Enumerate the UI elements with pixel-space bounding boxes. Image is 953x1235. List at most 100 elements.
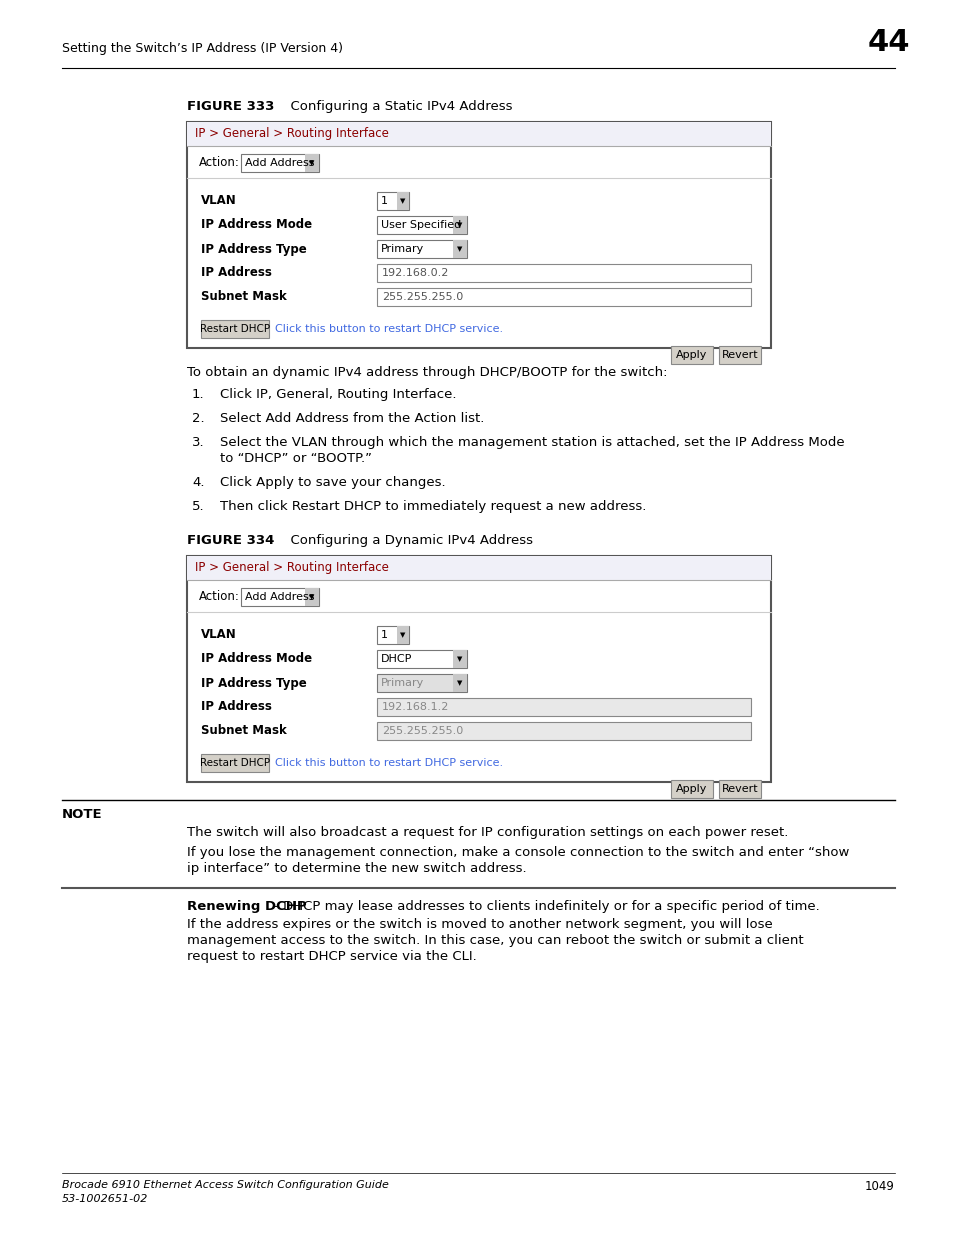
Text: request to restart DHCP service via the CLI.: request to restart DHCP service via the … [187,950,476,963]
Bar [453,650,467,668]
Text: IP Address: IP Address [201,700,272,714]
Bar [201,755,269,772]
Text: If you lose the management connection, make a console connection to the switch a: If you lose the management connection, m… [187,846,848,860]
Text: IP > General > Routing Interface: IP > General > Routing Interface [194,127,389,141]
Text: The switch will also broadcast a request for IP configuration settings on each p: The switch will also broadcast a request… [187,826,787,839]
Text: ▼: ▼ [456,222,462,228]
Text: Restart DHCP: Restart DHCP [200,758,270,768]
Text: 1.: 1. [192,388,204,401]
Text: IP Address Mode: IP Address Mode [201,219,312,231]
Bar [376,191,409,210]
Text: Subnet Mask: Subnet Mask [201,725,287,737]
Bar [187,556,770,580]
Bar [376,698,750,716]
Bar [187,122,770,146]
Text: To obtain an dynamic IPv4 address through DHCP/BOOTP for the switch:: To obtain an dynamic IPv4 address throug… [187,366,667,379]
Text: Select the VLAN through which the management station is attached, set the IP Add: Select the VLAN through which the manage… [220,436,843,450]
Text: Click IP, General, Routing Interface.: Click IP, General, Routing Interface. [220,388,456,401]
Text: 192.168.0.2: 192.168.0.2 [381,268,449,278]
Bar [719,346,760,364]
Bar [241,154,318,172]
Bar [376,240,467,258]
Text: VLAN: VLAN [201,194,236,207]
Text: Select Add Address from the Action list.: Select Add Address from the Action list. [220,412,484,425]
Text: Revert: Revert [720,350,758,359]
Bar [187,556,770,782]
Text: IP Address: IP Address [201,267,272,279]
Bar [396,191,409,210]
Bar [719,781,760,798]
Text: FIGURE 334: FIGURE 334 [187,534,274,547]
Text: If the address expires or the switch is moved to another network segment, you wi: If the address expires or the switch is … [187,918,772,931]
Bar [305,154,318,172]
Text: 3.: 3. [192,436,204,450]
Text: Add Address: Add Address [245,158,314,168]
Text: NOTE: NOTE [62,808,103,821]
Bar [376,722,750,740]
Text: Renewing DCHP: Renewing DCHP [187,900,306,913]
Bar [376,674,467,692]
Text: 44: 44 [866,28,909,57]
Text: Click this button to restart DHCP service.: Click this button to restart DHCP servic… [274,324,502,333]
Text: Click this button to restart DHCP service.: Click this button to restart DHCP servic… [274,758,502,768]
Text: Restart DHCP: Restart DHCP [200,324,270,333]
Bar [453,216,467,233]
Bar [305,588,318,606]
Text: IP Address Type: IP Address Type [201,242,307,256]
Text: – DHCP may lease addresses to clients indefinitely or for a specific period of t: – DHCP may lease addresses to clients in… [268,900,819,913]
Text: 255.255.255.0: 255.255.255.0 [381,726,463,736]
Text: Action:: Action: [199,589,239,603]
Bar [187,122,770,348]
Text: 1049: 1049 [864,1179,894,1193]
Text: Subnet Mask: Subnet Mask [201,290,287,304]
Text: DHCP: DHCP [380,655,412,664]
Text: ▼: ▼ [309,161,314,165]
Text: 255.255.255.0: 255.255.255.0 [381,291,463,303]
Text: Then click Restart DHCP to immediately request a new address.: Then click Restart DHCP to immediately r… [220,500,646,513]
Text: Add Address: Add Address [245,592,314,601]
Bar [670,346,712,364]
Text: 2.: 2. [192,412,204,425]
Text: User Specified: User Specified [380,220,460,230]
Bar [376,626,409,643]
Text: Revert: Revert [720,784,758,794]
Text: 4.: 4. [192,475,204,489]
Bar [670,781,712,798]
Text: IP Address Mode: IP Address Mode [201,652,312,666]
Text: Configuring a Static IPv4 Address: Configuring a Static IPv4 Address [282,100,512,112]
Text: ip interface” to determine the new switch address.: ip interface” to determine the new switc… [187,862,526,876]
Bar [376,288,750,306]
Text: VLAN: VLAN [201,629,236,641]
Text: 5.: 5. [192,500,204,513]
Text: 1: 1 [380,196,388,206]
Bar [376,264,750,282]
Bar [201,320,269,338]
Text: to “DHCP” or “BOOTP.”: to “DHCP” or “BOOTP.” [220,452,372,466]
Text: Click Apply to save your changes.: Click Apply to save your changes. [220,475,445,489]
Text: Configuring a Dynamic IPv4 Address: Configuring a Dynamic IPv4 Address [282,534,533,547]
Text: Setting the Switch’s IP Address (IP Version 4): Setting the Switch’s IP Address (IP Vers… [62,42,343,56]
Bar [453,240,467,258]
Bar [241,588,318,606]
Text: ▼: ▼ [456,246,462,252]
Text: Brocade 6910 Ethernet Access Switch Configuration Guide: Brocade 6910 Ethernet Access Switch Conf… [62,1179,389,1191]
Text: Apply: Apply [676,784,707,794]
Text: Action:: Action: [199,156,239,168]
Text: Apply: Apply [676,350,707,359]
Text: Primary: Primary [380,245,424,254]
Bar [376,216,467,233]
Text: 53-1002651-02: 53-1002651-02 [62,1194,149,1204]
Text: 192.168.1.2: 192.168.1.2 [381,701,449,713]
Text: management access to the switch. In this case, you can reboot the switch or subm: management access to the switch. In this… [187,934,802,947]
Text: ▼: ▼ [309,594,314,600]
Text: IP Address Type: IP Address Type [201,677,307,689]
Text: 1: 1 [380,630,388,640]
Text: Primary: Primary [380,678,424,688]
Text: ▼: ▼ [456,680,462,685]
Text: ▼: ▼ [400,632,405,638]
Bar [376,650,467,668]
Bar [453,674,467,692]
Bar [396,626,409,643]
Text: FIGURE 333: FIGURE 333 [187,100,274,112]
Text: ▼: ▼ [456,656,462,662]
